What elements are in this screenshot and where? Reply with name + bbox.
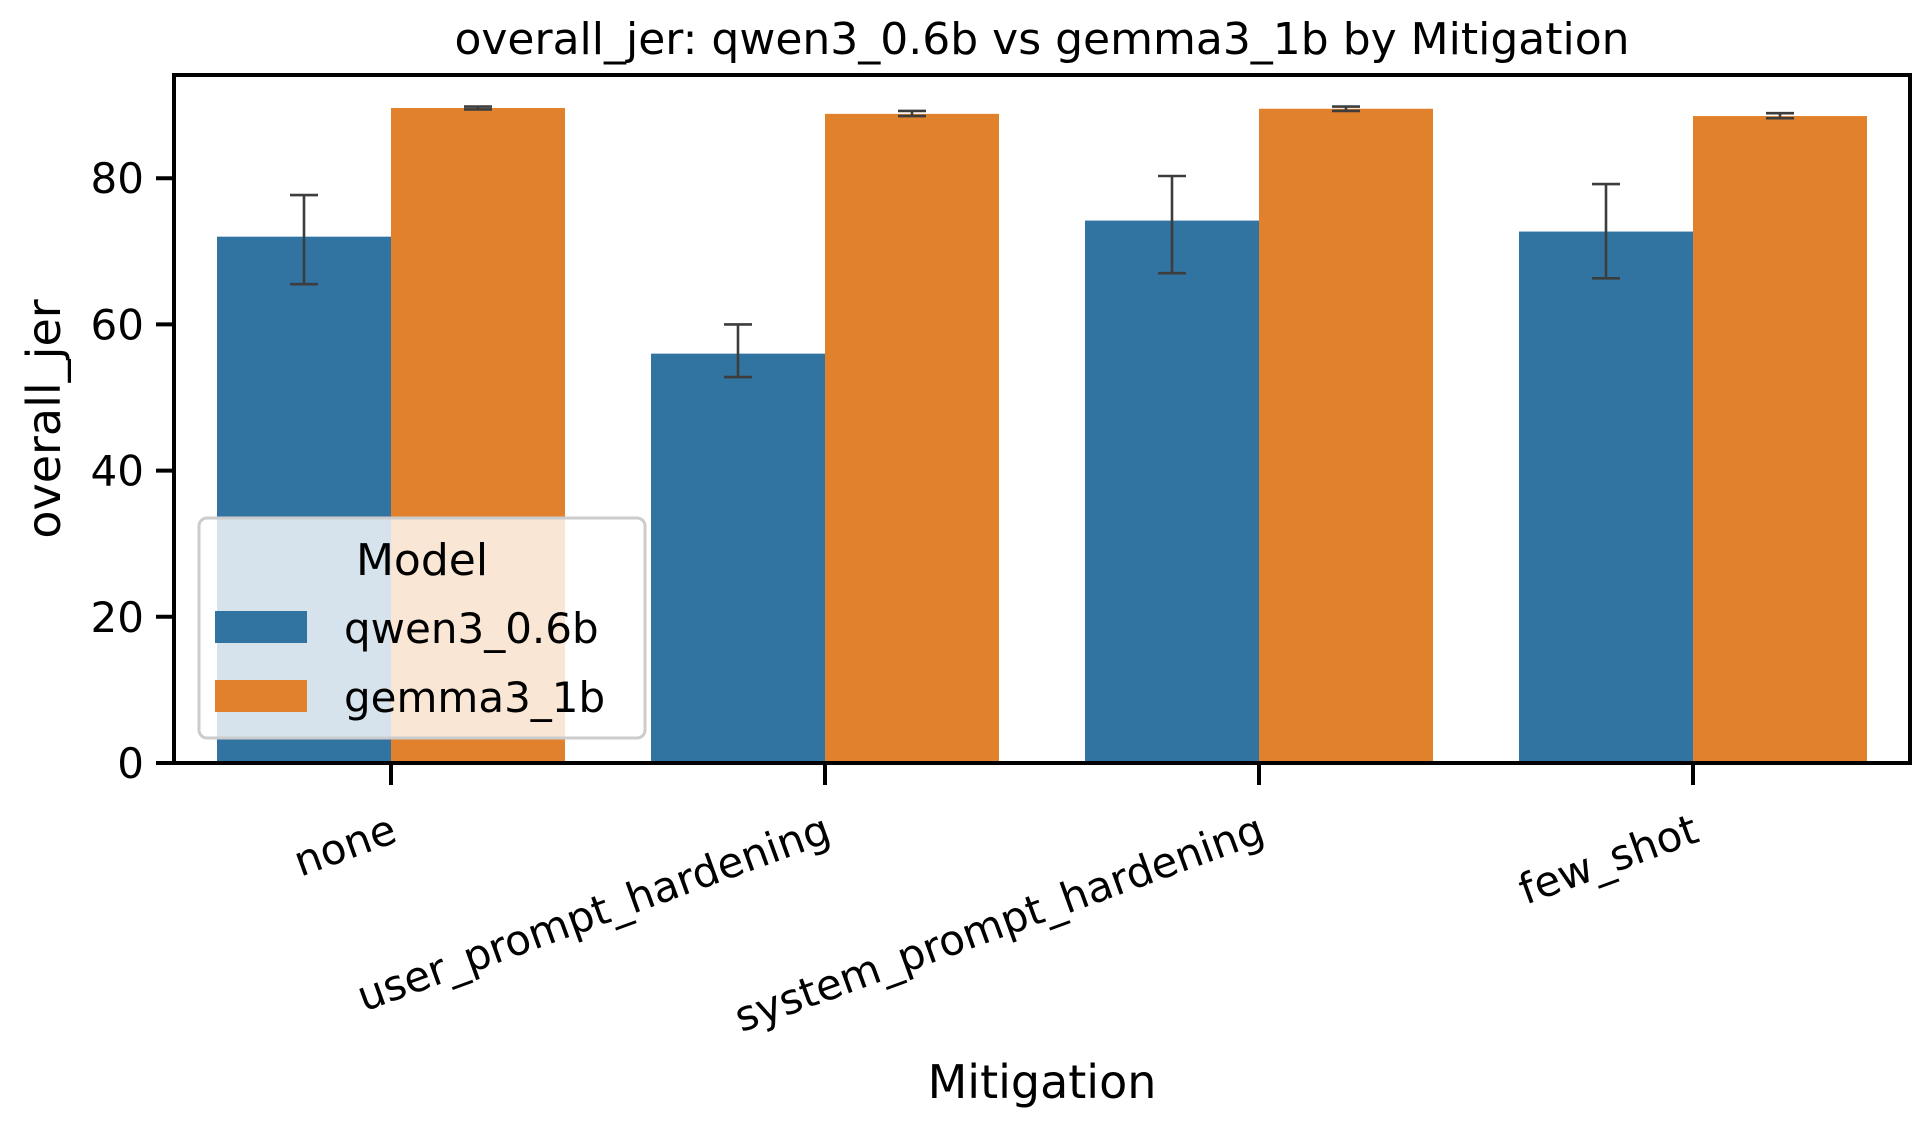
legend: Model qwen3_0.6b gemma3_1b	[197, 516, 647, 740]
error-bar-gemma3_1b-user_prompt_hardening	[898, 109, 926, 118]
bar-qwen3_0.6b-few_shot	[1519, 231, 1693, 764]
y-tick-label: 40	[91, 447, 144, 496]
legend-label-qwen3: qwen3_0.6b	[344, 604, 599, 653]
error-bar-qwen3_0.6b-user_prompt_hardening	[724, 323, 752, 379]
y-tick-label: 0	[117, 739, 144, 788]
legend-label-gemma3: gemma3_1b	[344, 673, 605, 722]
y-tick-label: 80	[91, 154, 144, 203]
legend-title: Model	[356, 535, 488, 586]
y-axis: 0 20 40 60 80	[91, 154, 174, 788]
error-bar-gemma3_1b-few_shot	[1766, 111, 1794, 120]
error-bar-qwen3_0.6b-few_shot	[1592, 182, 1620, 280]
plot-frame	[172, 73, 1912, 765]
x-tick-label: few_shot	[1512, 804, 1704, 914]
y-axis-label: overall_jer	[17, 299, 71, 538]
bar-gemma3_1b-system_prompt_hardening	[1259, 108, 1433, 763]
x-axis-label: Mitigation	[928, 1055, 1157, 1109]
y-tick-label: 20	[91, 593, 144, 642]
bar-gemma3_1b-few_shot	[1693, 116, 1867, 763]
error-bar-qwen3_0.6b-none	[290, 193, 318, 286]
bar-qwen3_0.6b-user_prompt_hardening	[651, 353, 825, 763]
x-axis: noneuser_prompt_hardeningsystem_prompt_h…	[287, 763, 1704, 1042]
legend-box	[197, 516, 647, 740]
error-bar-gemma3_1b-system_prompt_hardening	[1332, 105, 1360, 113]
bar-qwen3_0.6b-system_prompt_hardening	[1085, 220, 1259, 763]
legend-swatch-qwen3	[215, 611, 307, 643]
bar-gemma3_1b-user_prompt_hardening	[825, 113, 999, 763]
legend-swatch-gemma3	[215, 680, 307, 712]
y-tick-label: 60	[91, 300, 144, 349]
chart-title: overall_jer: qwen3_0.6b vs gemma3_1b by …	[454, 14, 1629, 65]
error-bar-qwen3_0.6b-system_prompt_hardening	[1158, 174, 1186, 275]
error-bar-gemma3_1b-none	[464, 105, 492, 111]
error-bars-layer	[290, 105, 1794, 379]
x-tick-label: none	[287, 804, 402, 886]
